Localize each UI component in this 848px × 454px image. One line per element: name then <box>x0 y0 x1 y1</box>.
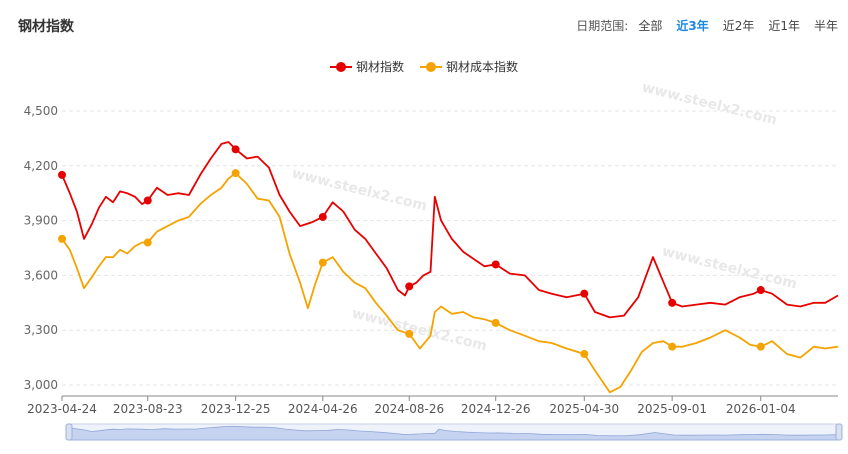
y-tick-label: 3,000 <box>24 378 58 392</box>
legend-label-cost: 钢材成本指数 <box>446 60 519 74</box>
series-line-0 <box>61 141 839 319</box>
legend-swatch-cost <box>420 61 442 73</box>
x-tick-label: 2025-09-01 <box>637 402 707 416</box>
x-tick-label: 2023-08-23 <box>113 402 183 416</box>
legend-label-steel: 钢材指数 <box>355 60 404 74</box>
series-point-1 <box>58 234 66 243</box>
y-tick-label: 4,200 <box>24 159 58 173</box>
series-point-0 <box>580 289 589 298</box>
y-tick-label: 4,500 <box>24 104 58 118</box>
series-point-0 <box>491 260 500 269</box>
series-point-1 <box>668 342 677 351</box>
x-tick-label: 2024-04-26 <box>288 402 358 416</box>
x-tick-label: 2025-04-30 <box>549 402 619 416</box>
range-option-2y[interactable]: 近2年 <box>722 19 755 33</box>
series-point-1 <box>318 258 327 267</box>
series-point-1 <box>231 169 240 178</box>
x-tick-label: 2023-04-24 <box>27 402 97 416</box>
range-option-all[interactable]: 全部 <box>638 19 663 33</box>
series-point-1 <box>756 342 765 351</box>
series-point-0 <box>756 286 765 295</box>
y-tick-label: 3,600 <box>24 268 58 282</box>
series-point-0 <box>668 298 677 307</box>
date-range-label: 日期范围: <box>576 19 629 33</box>
series-point-1 <box>491 318 500 327</box>
series-point-0 <box>58 170 66 179</box>
x-tick-label: 2023-12-25 <box>201 402 271 416</box>
x-tick-label: 2026-01-04 <box>726 402 796 416</box>
series-line-1 <box>61 172 839 394</box>
y-tick-label: 3,300 <box>24 323 58 337</box>
range-option-1y[interactable]: 近1年 <box>768 19 800 33</box>
legend-item-steel-index[interactable]: 钢材指数 <box>329 58 404 75</box>
series-point-1 <box>143 238 152 247</box>
chart-title: 钢材指数 <box>18 19 74 35</box>
x-tick-label: 2024-08-26 <box>374 402 444 416</box>
chart-legend: 钢材指数 钢材成本指数 <box>0 58 848 75</box>
date-range-selector: 日期范围: 全部 近3年 近2年 近1年 半年 <box>576 17 838 34</box>
series-point-0 <box>318 212 327 221</box>
series-point-0 <box>405 282 414 291</box>
zoom-handle-right[interactable] <box>835 423 843 441</box>
range-option-3y[interactable]: 近3年 <box>676 19 709 33</box>
legend-item-cost-index[interactable]: 钢材成本指数 <box>420 58 518 75</box>
legend-swatch-steel <box>329 61 352 73</box>
zoom-handle-left[interactable] <box>65 423 73 441</box>
series-point-0 <box>231 145 240 154</box>
x-tick-label: 2024-12-26 <box>461 402 531 416</box>
range-option-half-year[interactable]: 半年 <box>813 19 838 33</box>
series-point-1 <box>405 329 414 338</box>
zoom-slider-preview <box>69 425 839 441</box>
series-point-0 <box>143 196 152 205</box>
y-tick-label: 3,900 <box>24 214 58 228</box>
series-point-1 <box>580 349 589 358</box>
